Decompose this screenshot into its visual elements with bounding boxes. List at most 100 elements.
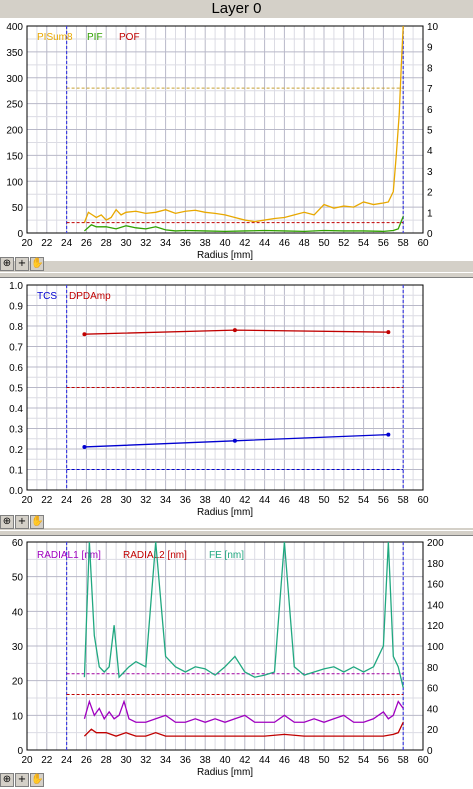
y-tick-label: 0.7 [9,343,23,354]
chart-2-svg: 0.0 0.1 0.2 0.3 0.4 0.5 0.6 0.7 0.8 0.9 1.0 20 22 24 2… [9,281,429,518]
x-tick-label: 26 [81,755,93,766]
y-tick-label: 0.6 [9,363,23,374]
x-tick-label: 30 [120,238,132,249]
x-tick-label: 30 [120,755,132,766]
crosshair-icon[interactable]: + [15,257,29,271]
y-tick-label: 20 [12,677,24,688]
series-point [232,438,237,443]
x-tick-label: 56 [378,238,390,249]
crosshair-icon[interactable]: + [15,515,29,529]
x-tick-label: 52 [338,238,350,249]
y2-tick-label: 80 [427,663,439,674]
series-point [386,432,391,437]
x-tick-label: 24 [61,238,73,249]
y-tick-label: 250 [6,100,23,111]
x-tick-label: 54 [358,238,370,249]
plot-frame [26,25,424,234]
legend-entry-2: PIF [87,32,103,43]
x-tick-label: 52 [338,495,350,506]
chart-panel-1: 0 50 100 150 200 250 300 350 400 0 1 2 3 4 5 6 7 8 9 10 20 22… [0,18,473,261]
x-tick-label: 44 [259,238,271,249]
zoom-icon[interactable]: ⊕ [0,773,14,787]
series-line-2 [83,216,404,232]
y-tick-label: 0.5 [9,384,23,395]
x-axis-label: Radius [mm] [197,507,253,518]
y2-tick-label: 100 [427,642,444,653]
legend-entry-1: RADIAL1 [nm] [37,550,101,561]
plot-frame [26,284,424,491]
splitter-2[interactable] [0,530,473,536]
crosshair-icon[interactable]: + [15,773,29,787]
x-tick-label: 22 [41,238,53,249]
x-tick-label: 56 [378,755,390,766]
series-point [232,328,237,333]
zoom-icon[interactable]: ⊕ [0,515,14,529]
y2-tick-label: 200 [427,538,444,549]
y-tick-label: 0 [17,746,23,757]
y-tick-label: 100 [6,177,23,188]
legend-entry-3: POF [119,32,140,43]
y-tick-label: 0.3 [9,425,23,436]
y-tick-label: 150 [6,151,23,162]
x-tick-label: 50 [318,495,330,506]
hand-icon[interactable]: ✋ [30,257,44,271]
x-tick-label: 50 [318,755,330,766]
series-point [82,332,87,337]
x-tick-label: 26 [81,495,93,506]
x-tick-label: 46 [279,238,291,249]
x-tick-label: 36 [180,238,192,249]
y-tick-label: 0 [17,229,23,240]
x-tick-label: 28 [101,495,113,506]
x-tick-label: 56 [378,495,390,506]
x-tick-label: 34 [160,755,172,766]
x-tick-label: 54 [358,495,370,506]
x-tick-label: 60 [417,495,429,506]
y2-tick-label: 160 [427,580,444,591]
x-tick-label: 50 [318,238,330,249]
series-point [386,330,391,335]
x-tick-label: 48 [299,495,311,506]
zoom-icon[interactable]: ⊕ [0,257,14,271]
x-tick-label: 42 [239,495,251,506]
y2-tick-label: 0 [427,746,433,757]
chart-3-svg: 0102030405060020406080100120140160180200… [12,538,444,778]
hand-icon[interactable]: ✋ [30,515,44,529]
y-tick-label: 50 [12,573,24,584]
series-line-3 [83,541,404,688]
y2-tick-label: 9 [427,43,433,54]
x-tick-label: 46 [279,755,291,766]
y2-tick-label: 1 [427,208,433,219]
y-tick-label: 0.4 [9,404,23,415]
y2-tick-label: 60 [427,684,439,695]
x-tick-label: 24 [61,755,73,766]
y-tick-label: 300 [6,74,23,85]
y2-tick-label: 140 [427,600,444,611]
hand-icon[interactable]: ✋ [30,773,44,787]
y-tick-label: 350 [6,48,23,59]
x-tick-label: 32 [140,238,152,249]
splitter-1[interactable] [0,272,473,278]
series-line-1 [83,25,404,223]
legend-entry-3: FE [nm] [209,550,244,561]
chart-1-toolbar: ⊕ + ✋ [0,257,44,271]
y2-tick-label: 4 [427,146,433,157]
y-tick-label: 0.9 [9,302,23,313]
x-tick-label: 46 [279,495,291,506]
x-tick-label: 32 [140,755,152,766]
y2-tick-label: 0 [427,229,433,240]
x-tick-label: 38 [200,755,212,766]
legend-entry-1: PISum8 [37,32,73,43]
y2-tick-label: 7 [427,84,433,95]
y2-tick-label: 2 [427,188,433,199]
plot-frame [26,541,424,751]
y-tick-label: 0.1 [9,466,23,477]
x-tick-label: 58 [398,755,410,766]
x-tick-label: 26 [81,238,93,249]
legend-entry-1: TCS [37,291,57,302]
x-tick-label: 20 [21,238,33,249]
x-tick-label: 52 [338,755,350,766]
y-tick-label: 200 [6,126,23,137]
x-tick-label: 40 [219,495,231,506]
x-tick-label: 38 [200,495,212,506]
